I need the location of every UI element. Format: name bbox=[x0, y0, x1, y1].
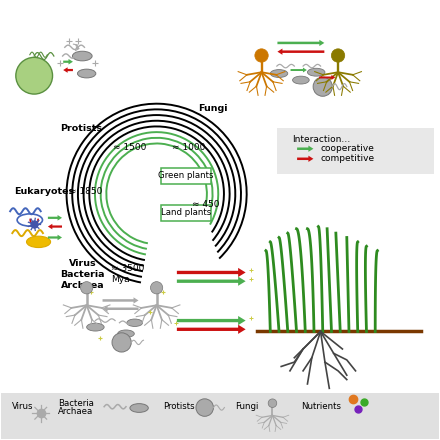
Text: Interaction…: Interaction… bbox=[292, 135, 350, 143]
Text: Land plants: Land plants bbox=[161, 208, 211, 217]
Circle shape bbox=[255, 49, 268, 62]
Text: ≈ 450: ≈ 450 bbox=[191, 200, 219, 209]
Text: Archaea: Archaea bbox=[60, 281, 104, 290]
Ellipse shape bbox=[87, 323, 104, 331]
FancyBboxPatch shape bbox=[161, 205, 211, 221]
Text: Eukaryotes: Eukaryotes bbox=[15, 187, 75, 196]
Ellipse shape bbox=[26, 236, 51, 248]
Text: ≈ 1000: ≈ 1000 bbox=[172, 143, 205, 152]
Ellipse shape bbox=[270, 70, 288, 77]
Text: Fungi: Fungi bbox=[235, 402, 259, 411]
Text: Mya: Mya bbox=[111, 275, 129, 283]
Text: Green plants: Green plants bbox=[158, 171, 214, 180]
FancyBboxPatch shape bbox=[277, 128, 434, 174]
Circle shape bbox=[331, 49, 345, 62]
Circle shape bbox=[81, 282, 93, 294]
Ellipse shape bbox=[130, 403, 148, 412]
Text: cooperative: cooperative bbox=[321, 144, 374, 153]
Text: ≈ 1500: ≈ 1500 bbox=[113, 143, 146, 152]
Text: Bacteria: Bacteria bbox=[60, 270, 105, 279]
Ellipse shape bbox=[127, 319, 143, 326]
Circle shape bbox=[268, 399, 277, 407]
Text: Protists: Protists bbox=[163, 402, 195, 411]
Ellipse shape bbox=[293, 76, 309, 84]
Ellipse shape bbox=[308, 68, 325, 76]
Text: Nutrients: Nutrients bbox=[301, 402, 341, 411]
Text: ≈ 1850: ≈ 1850 bbox=[69, 187, 103, 196]
Text: Bacteria: Bacteria bbox=[58, 399, 94, 408]
FancyBboxPatch shape bbox=[161, 169, 211, 184]
Text: ≈ 3500: ≈ 3500 bbox=[111, 264, 144, 273]
Text: competitive: competitive bbox=[321, 154, 375, 163]
Circle shape bbox=[196, 399, 213, 416]
Text: Virus: Virus bbox=[69, 259, 96, 268]
Circle shape bbox=[112, 333, 131, 352]
Circle shape bbox=[150, 282, 163, 294]
Bar bbox=[1, 393, 439, 439]
Ellipse shape bbox=[77, 69, 96, 78]
Text: Virus: Virus bbox=[12, 402, 34, 411]
Ellipse shape bbox=[73, 51, 92, 61]
Text: Fungi: Fungi bbox=[198, 104, 227, 113]
Ellipse shape bbox=[117, 330, 134, 337]
Text: Archaea: Archaea bbox=[58, 407, 93, 415]
Circle shape bbox=[16, 57, 52, 94]
Circle shape bbox=[313, 77, 332, 96]
Text: Protists: Protists bbox=[60, 124, 103, 133]
